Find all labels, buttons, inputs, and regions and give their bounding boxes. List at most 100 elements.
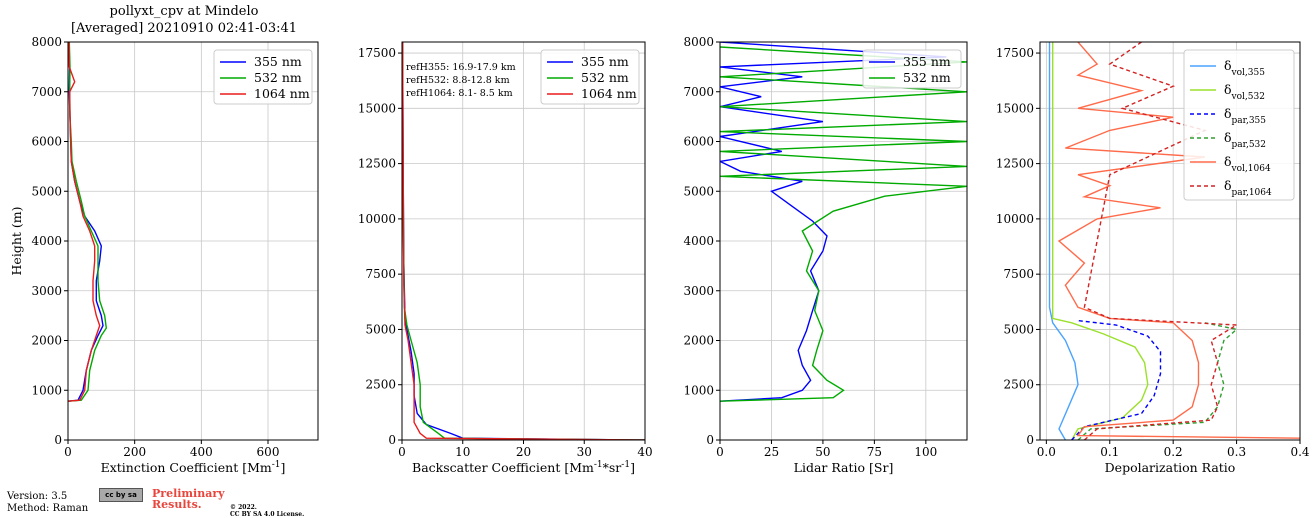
x-tick-label: 75 [867, 445, 882, 459]
reference-height-label: refH355: 16.9-17.9 km [406, 62, 516, 73]
series-line-1 [1048, 42, 1079, 440]
series-line-2 [720, 46, 967, 402]
x-tick-label: 100 [914, 445, 937, 459]
y-tick-label: 7000 [31, 85, 62, 99]
y-tick-label: 12500 [996, 157, 1034, 171]
legend-label: δvol,355​ [1224, 58, 1265, 78]
y-tick-label: 12500 [358, 157, 396, 171]
legend-label: δvol,1064​ [1224, 154, 1271, 174]
legend-label: δpar,355​ [1224, 106, 1266, 126]
chart-panel-3: 0 25 50 75 100010002000300040005000600070008… [683, 35, 968, 475]
y-tick-label: 15000 [358, 101, 396, 115]
x-tick-label: 0.3 [1227, 445, 1246, 459]
y-tick-label: 0 [706, 433, 714, 447]
series-line-1 [720, 42, 947, 402]
license-line-1: © 2022. [230, 504, 257, 511]
y-tick-label: 7500 [1003, 267, 1034, 281]
x-tick-label: 30 [577, 445, 592, 459]
y-tick-label: 3000 [31, 284, 62, 298]
y-tick-label: 6000 [31, 135, 62, 149]
x-axis-label: Backscatter Coefficient [Mm-1​*sr-1​] [412, 460, 635, 475]
y-tick-label: 7500 [365, 267, 396, 281]
legend-label: δvol,532​ [1224, 82, 1265, 102]
y-tick-label: 4000 [31, 234, 62, 248]
legend-label: 1064 nm [254, 86, 310, 101]
y-tick-label: 4000 [683, 234, 714, 248]
y-tick-label: 0 [54, 433, 62, 447]
figure-title-line1: pollyxt_cpv at Mindelo [110, 4, 259, 19]
y-axis-label: Height (m) [9, 207, 24, 276]
x-tick-label: 25 [764, 445, 779, 459]
x-tick-label: 0.0 [1037, 445, 1056, 459]
y-tick-label: 8000 [683, 35, 714, 49]
x-tick-label: 0.1 [1100, 445, 1119, 459]
y-tick-label: 2000 [31, 334, 62, 348]
version-info: Version: 3.5 Method: Raman [7, 491, 88, 515]
x-axis-label: Lidar Ratio [Sr] [794, 460, 894, 475]
x-tick-label: 0 [64, 445, 72, 459]
version-text: Version: 3.5 [7, 491, 68, 502]
reference-height-label: refH1064: 8.1- 8.5 km [406, 88, 513, 99]
y-tick-label: 10000 [996, 212, 1034, 226]
cc-license-icon: cc by sa [99, 488, 143, 502]
series-line-4 [1077, 322, 1239, 440]
y-tick-label: 17500 [996, 46, 1034, 60]
x-tick-label: 400 [190, 445, 213, 459]
series-line-3 [402, 42, 645, 440]
license-line-2: CC BY SA 4.0 License. [230, 511, 305, 518]
legend-label: 355 nm [903, 54, 951, 69]
chart-panel-4: 0.0 0.1 0.2 0.3 0.4 0 2500 5000 7500 10000 12500 15… [996, 41, 1310, 475]
y-tick-label: 0 [1026, 433, 1034, 447]
y-tick-label: 2500 [1003, 378, 1034, 392]
legend-label: δpar,1064​ [1224, 178, 1272, 198]
x-tick-label: 600 [257, 445, 280, 459]
series-line-3 [68, 42, 101, 402]
y-tick-label: 10000 [358, 212, 396, 226]
x-axis-label: Depolarization Ratio [1105, 460, 1236, 475]
x-tick-label: 50 [815, 445, 830, 459]
reference-height-label: refH532: 8.8-12.8 km [406, 75, 510, 86]
y-tick-label: 1000 [31, 383, 62, 397]
y-tick-label: 15000 [996, 101, 1034, 115]
y-tick-label: 6000 [683, 135, 714, 149]
y-tick-label: 7000 [683, 85, 714, 99]
legend-label: 532 nm [254, 70, 302, 85]
y-tick-label: 0 [388, 433, 396, 447]
y-tick-label: 17500 [358, 46, 396, 60]
x-tick-label: 20 [516, 445, 531, 459]
x-tick-label: 0 [716, 445, 724, 459]
chart-panel-2: 0 10 20 30 40 0 2500 5000 7500 10000 12500 15000 175… [358, 41, 653, 475]
panels: 0 200 400 600010002000300040005000600070008… [9, 35, 1310, 475]
x-tick-label: 0.2 [1164, 445, 1183, 459]
y-tick-label: 8000 [31, 35, 62, 49]
legend-label: 1064 nm [581, 86, 637, 101]
preliminary-line-2: Results. [152, 498, 202, 511]
y-tick-label: 5000 [683, 184, 714, 198]
y-tick-label: 2000 [683, 334, 714, 348]
y-tick-label: 1000 [683, 383, 714, 397]
license-text: © 2022. CC BY SA 4.0 License. [230, 504, 304, 518]
x-tick-label: 200 [123, 445, 146, 459]
legend-label: 532 nm [903, 70, 951, 85]
y-tick-label: 5000 [1003, 322, 1034, 336]
series-line-6 [1083, 42, 1239, 440]
method-text: Method: Raman [7, 503, 89, 514]
y-tick-label: 5000 [31, 184, 62, 198]
y-tick-label: 5000 [365, 322, 396, 336]
y-tick-label: 2500 [365, 378, 396, 392]
series-line-3 [1071, 319, 1162, 440]
x-tick-label: 0.4 [1290, 445, 1309, 459]
x-axis-label: Extinction Coefficient [Mm-1​] [101, 460, 286, 475]
legend-box [213, 49, 313, 105]
y-tick-label: 3000 [683, 284, 714, 298]
legend-box [540, 49, 640, 105]
series-line-2 [68, 42, 108, 402]
preliminary-results-label: Preliminary Results. [152, 488, 225, 510]
x-tick-label: 0 [398, 445, 406, 459]
axes-frame [1039, 41, 1301, 441]
x-tick-label: 10 [455, 445, 470, 459]
legend-label: 532 nm [581, 70, 629, 85]
preliminary-line-1: Preliminary [152, 487, 225, 500]
legend-label: 355 nm [581, 54, 629, 69]
